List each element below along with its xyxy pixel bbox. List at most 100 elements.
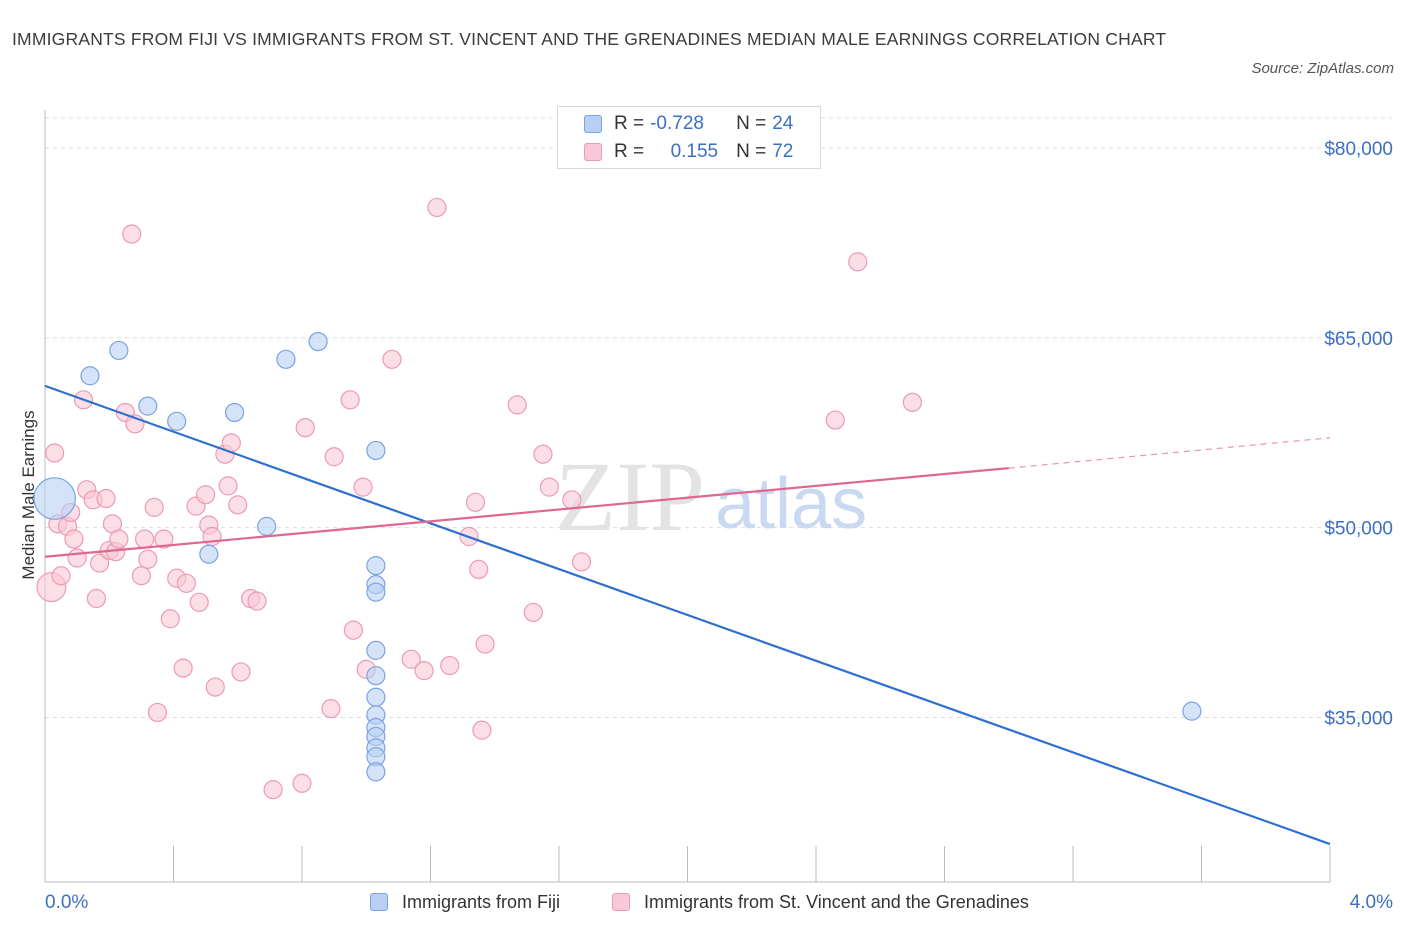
n-value: 24 — [772, 113, 794, 134]
st-vincent-point — [160, 609, 180, 629]
st-vincent-point — [205, 677, 225, 697]
st-vincent-point — [440, 655, 460, 676]
series-fiji-points — [33, 332, 1202, 782]
legend-swatch-st-vincent — [612, 893, 630, 911]
st-vincent-point — [465, 492, 486, 512]
st-vincent-point — [533, 444, 553, 464]
st-vincent-point — [472, 720, 492, 740]
fiji-swatch — [584, 115, 602, 133]
st-vincent-point — [295, 418, 315, 438]
st-vincent-point — [96, 488, 116, 509]
y-tick-labels: $35,000 $50,000 $65,000 $80,000 — [1324, 139, 1393, 730]
fiji-point — [308, 332, 328, 352]
fiji-point — [366, 582, 386, 602]
stats-row-fiji: R = -0.728 N = 24 — [584, 112, 793, 136]
r-value: 0.155 — [670, 141, 719, 162]
st-vincent-point — [469, 559, 489, 580]
fiji-point — [138, 396, 158, 416]
stats-legend: R = -0.728 N = 24 R = 0.155 N = 72 — [557, 106, 821, 169]
y-tick-label: $80,000 — [1324, 139, 1393, 160]
legend-item-st-vincent: Immigrants from St. Vincent and the Gren… — [612, 889, 1029, 915]
fiji-point — [257, 516, 277, 536]
x-tick-label: 4.0% — [1350, 892, 1393, 913]
fiji-point — [276, 349, 296, 369]
n-label: N = — [736, 141, 767, 162]
st-vincent-point — [475, 634, 495, 654]
fiji-point — [366, 440, 386, 461]
st-vincent-point — [414, 661, 434, 681]
st-vincent-point — [218, 476, 238, 496]
fiji-point — [33, 477, 76, 520]
st-vincent-point — [340, 390, 360, 410]
r-label: R = — [614, 113, 645, 134]
st-vincent-point — [64, 529, 84, 549]
st-vincent-point — [134, 529, 155, 549]
st-vincent-point — [427, 197, 447, 218]
legend-item-fiji: Immigrants from Fiji — [370, 889, 560, 915]
st-vincent-point — [173, 658, 193, 678]
fiji-point — [224, 402, 245, 423]
n-label: N = — [736, 113, 767, 134]
st-vincent-point — [138, 549, 158, 569]
fiji-point — [80, 366, 100, 386]
st-vincent-point — [507, 395, 527, 415]
fiji-point — [366, 762, 386, 782]
legend-label-fiji: Immigrants from Fiji — [402, 891, 561, 912]
st-vincent-point — [292, 773, 312, 793]
st-vincent-point — [86, 588, 107, 609]
fiji-trend-line — [44, 384, 1331, 846]
fiji-point — [167, 411, 187, 431]
st-vincent-point — [90, 553, 110, 573]
st-vincent-point — [45, 443, 65, 463]
y-tick-label: $50,000 — [1324, 519, 1393, 540]
legend-swatch-fiji — [370, 893, 388, 911]
grid-lines — [45, 117, 1392, 718]
y-tick-label: $35,000 — [1324, 708, 1393, 729]
st-vincent-point — [539, 477, 559, 497]
source-label: Source: ZipAtlas.com — [1251, 60, 1394, 77]
st-vincent-point — [343, 620, 363, 640]
fiji-point — [366, 666, 386, 686]
st-vincent-point — [131, 566, 151, 586]
st-vincent-point — [401, 649, 421, 669]
st-vincent-point — [825, 410, 845, 430]
fiji-point — [109, 340, 129, 361]
trend-lines — [44, 384, 1331, 846]
watermark-atlas: atlas — [715, 464, 867, 544]
st-vincent-point — [382, 349, 402, 369]
r-label: R = — [614, 141, 645, 162]
st-vincent-point — [321, 699, 341, 719]
st-vincent-point — [247, 591, 267, 611]
y-axis-label: Median Male Earnings — [19, 410, 38, 579]
st-vincent-point — [189, 592, 209, 612]
r-value: -0.728 — [650, 113, 704, 134]
st-vincent-point — [154, 529, 174, 549]
fiji-point — [366, 687, 386, 707]
st-vincent-point — [176, 573, 196, 593]
st-vincent-point — [571, 552, 592, 572]
st-vincent-trend-extension — [1008, 437, 1331, 469]
st-vincent-swatch — [584, 143, 602, 161]
st-vincent-trend-line — [44, 467, 1009, 558]
st-vincent-point — [231, 662, 251, 682]
st-vincent-point — [67, 548, 87, 568]
fiji-point — [199, 544, 219, 564]
series-st-vincent-points — [36, 197, 922, 800]
fiji-point — [1182, 701, 1202, 721]
y-tick-label: $65,000 — [1324, 329, 1393, 350]
fiji-point — [366, 556, 386, 576]
st-vincent-point — [122, 224, 142, 244]
n-value: 72 — [772, 141, 794, 162]
st-vincent-point — [51, 566, 71, 586]
st-vincent-point — [353, 477, 373, 497]
st-vincent-point — [523, 602, 543, 623]
st-vincent-point — [848, 252, 868, 272]
st-vincent-point — [562, 490, 582, 510]
st-vincent-point — [228, 495, 248, 515]
legend-label-st-vincent: Immigrants from St. Vincent and the Gren… — [644, 891, 1029, 912]
st-vincent-point — [902, 392, 922, 412]
stats-row-st-vincent: R = 0.155 N = 72 — [584, 140, 793, 164]
st-vincent-point — [144, 497, 164, 517]
st-vincent-point — [109, 529, 129, 549]
